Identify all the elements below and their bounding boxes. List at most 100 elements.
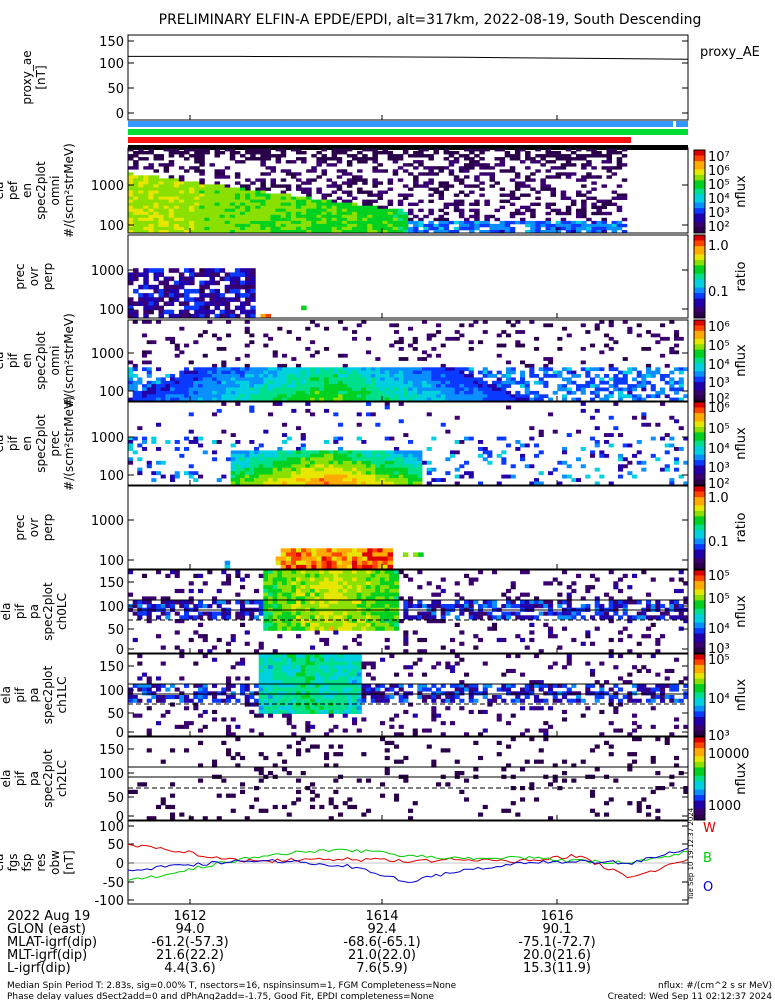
orbit-row-value: 7.6(5.9)	[356, 961, 408, 976]
pef-ylabel: pef	[6, 180, 20, 200]
time-bar-blue	[128, 121, 673, 127]
ch1-colorbar-frame	[693, 653, 706, 737]
ch2-colorbar-frame	[693, 736, 706, 821]
fgs-ylabel: [nT]	[62, 850, 76, 874]
footer-right-1: nflux: #/(cm^2 s sr MeV)	[658, 981, 772, 991]
pif_omni-ylabel: spec2plot	[34, 331, 48, 390]
ch0-cbar-tick: 10⁵	[708, 592, 730, 607]
fgs-line-o	[127, 847, 689, 883]
time-bar-red	[128, 137, 631, 143]
pef_ratio-ylabel: perp	[41, 263, 55, 291]
pif_ratio-ylabel: ovr	[27, 518, 41, 537]
pif_prec-ytick-label: 1000	[91, 431, 124, 446]
panel-ch0: 150 100 50 0 ela pif pa spec2plot ch0LC 10⁵ 10⁵ 10⁴…	[0, 569, 749, 658]
orbit-row-label: L-igrf(dip)	[7, 961, 71, 976]
ch0-ytick-label: 150	[99, 576, 124, 591]
pef-ylabel: ela	[0, 181, 6, 199]
fgs-legend-w: W	[703, 821, 716, 836]
pif_ratio-colorbar-frame	[693, 485, 706, 570]
pif_omni-ytick-label: 1000	[91, 347, 124, 362]
pef-cbar-tick: 10⁷	[708, 150, 730, 165]
ch0-ytick-label: 100	[99, 600, 124, 615]
pef-frame	[127, 147, 689, 234]
orbit-row-label: MLT-igrf(dip)	[7, 948, 87, 963]
pif_prec-colorbar-frame	[693, 401, 706, 486]
pif_prec-ylabel: ela	[0, 434, 6, 452]
ch0-ytick-label: 50	[107, 623, 124, 638]
pif_omni-frame	[127, 319, 689, 402]
pif_ratio-frame	[127, 485, 689, 570]
ch2-ytick-label: 150	[99, 743, 124, 758]
pef-cbar-tick: 10²	[708, 220, 730, 235]
panel-fgs: 100 50 0 -50 -100 ela fgs fsp res obw [nT]	[0, 820, 689, 909]
pif_prec-cbar-tick: 10⁵	[708, 422, 730, 437]
panel-ch1: 150 100 50 0 ela pif pa spec2plot ch1LC 10⁵ 10⁴ 10³…	[0, 653, 749, 744]
time-bar-blue-end	[676, 121, 688, 127]
ch2-ylabel: pif	[13, 770, 27, 786]
ae-ylabel: [nT]	[34, 65, 48, 89]
ch1-cbar-tick: 10⁵	[708, 653, 730, 668]
orbit-row-value: -75.1(-72.7)	[518, 935, 595, 950]
pef_ratio-ylabel: ovr	[27, 267, 41, 286]
pef_ratio-colorbar-frame	[693, 234, 706, 319]
ch1-spectrogram	[128, 654, 689, 737]
ch0-spectrogram	[128, 570, 689, 654]
pif_ratio-ytick-label: 1000	[91, 514, 124, 529]
fgs-ytick-label: 100	[99, 820, 124, 835]
orbit-row-label: MLAT-igrf(dip)	[7, 935, 97, 950]
figure-title: PRELIMINARY ELFIN-A EPDE/EPDI, alt=317km…	[159, 12, 702, 28]
pif_ratio-colorbar: 1.0 0.1 ratio	[693, 485, 749, 570]
pif_omni-colorbar-frame	[693, 319, 706, 402]
ch2-ylabel: ch2LC	[55, 760, 69, 797]
ch2-ylabel: spec2plot	[41, 749, 55, 808]
orbit-row-value: 90.1	[543, 922, 572, 937]
pef-spectrogram	[128, 148, 628, 234]
ch1-ylabel: spec2plot	[41, 665, 55, 724]
ch0-cbar-tick: 10³	[708, 642, 730, 657]
pif_prec-ylabel: prec	[48, 430, 62, 456]
orbit-row-label: GLON (east)	[7, 922, 86, 937]
pef-cbar-label: nflux	[734, 175, 749, 208]
pif_prec-cbar-tick: 10³	[708, 461, 730, 476]
pef_ratio-spectrogram	[128, 268, 307, 319]
pif_omni-ylabel: en	[20, 353, 34, 368]
orbit-row-value: 15.3(11.9)	[523, 961, 591, 976]
pef_ratio-frame	[127, 234, 689, 319]
orbit-row-value: 21.6(22.2)	[156, 948, 224, 963]
pef-cbar-tick: 10⁶	[708, 164, 730, 179]
ch2-cbar-label: nflux	[734, 762, 749, 795]
ae-frame	[127, 34, 689, 121]
pif_prec-cbar-tick: 10⁴	[708, 442, 730, 457]
pef-cbar-tick: 10⁴	[708, 192, 730, 207]
pif_ratio-ylabel: perp	[41, 514, 55, 542]
ch0-ylabel: spec2plot	[41, 582, 55, 641]
pif_prec-ylabel: spec2plot	[34, 414, 48, 473]
fgs-legend-b: B	[703, 851, 712, 866]
pif_ratio-cbar-label: ratio	[734, 512, 749, 542]
ch0-frame	[127, 569, 689, 654]
pef-ylabel: #/(scm²strMeV)	[62, 143, 76, 238]
ae-ytick-label: 150	[99, 35, 124, 50]
orbit-row-value: -61.2(-57.3)	[151, 935, 228, 950]
footer-right-2: Created: Wed Sep 11 02:12:37 2024	[608, 992, 773, 1000]
pef-cbar-tick: 10⁵	[708, 178, 730, 193]
ch1-frame	[127, 653, 689, 737]
panel-pef_ratio: 1000 100 prec ovr perp 1.0 0.1 ratio	[13, 234, 749, 319]
pif_prec-spectrogram	[128, 402, 689, 486]
ch2-colorbar: 10000 1000 nflux	[693, 736, 749, 821]
ch0-ylabel: pa	[27, 604, 41, 619]
ch2-ytick-label: 0	[116, 810, 124, 825]
panel-ae: 150 100 50 0 proxy_ae [nT]	[20, 34, 689, 122]
fgs-ytick-label: 50	[107, 838, 124, 853]
ch0-ylabel: pif	[13, 603, 27, 619]
pif_prec-cbar-tick: 10²	[708, 477, 730, 492]
ch0-cbar-tick: 10⁴	[708, 622, 730, 637]
ch2-ytick-label: 50	[107, 791, 124, 806]
pif_prec-ylabel: en	[20, 436, 34, 451]
ae-ylabel: proxy_ae	[20, 50, 34, 104]
pif_omni-cbar-tick: 10⁶	[708, 320, 730, 335]
